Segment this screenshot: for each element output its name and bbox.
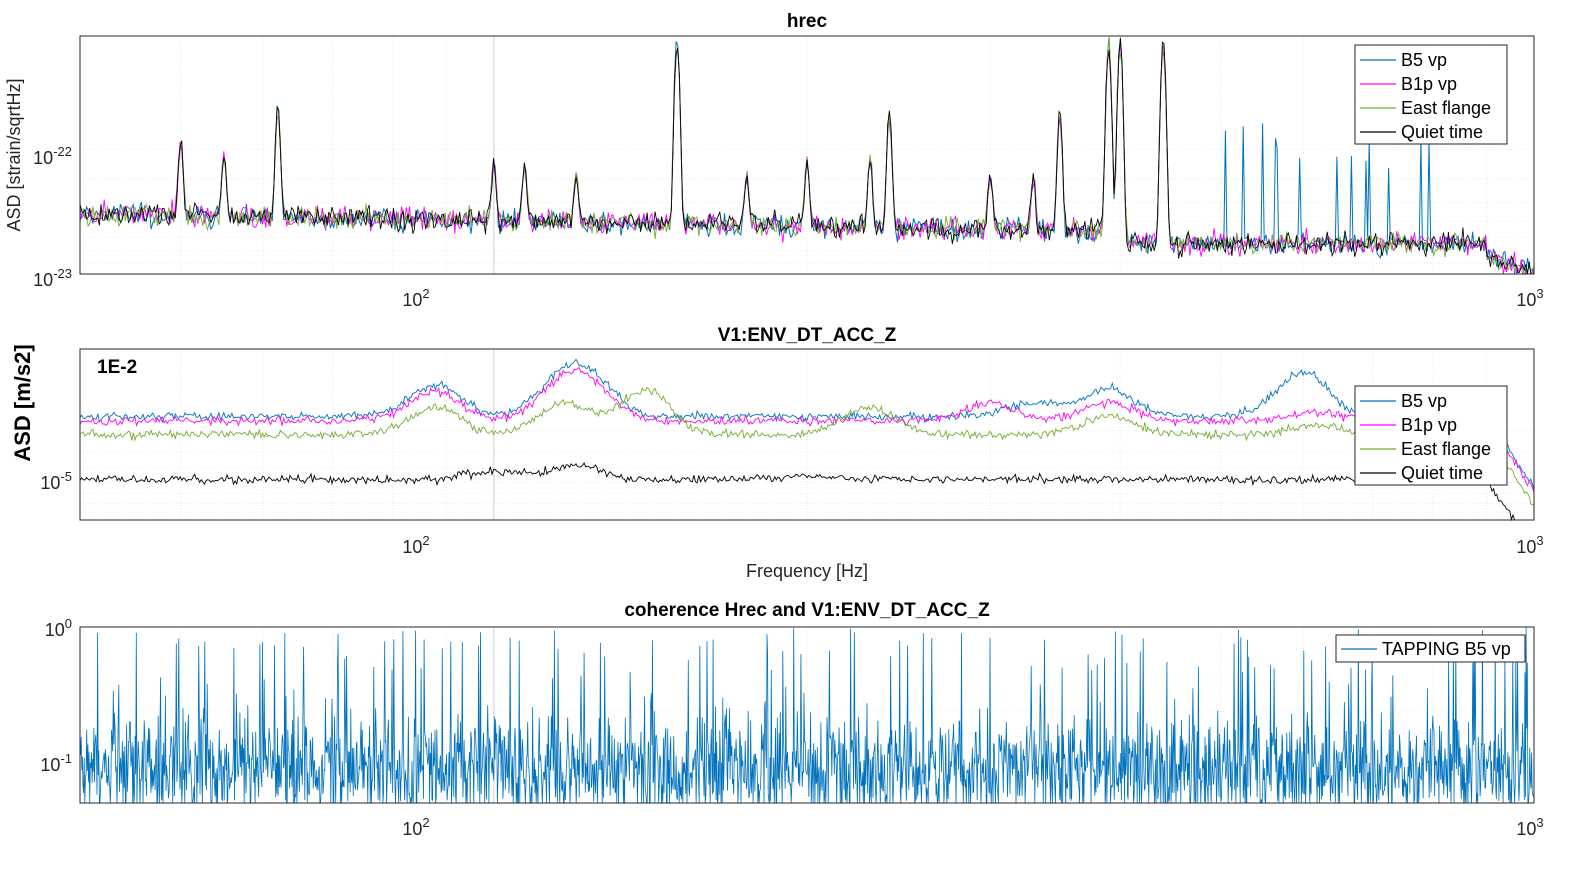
series-line bbox=[79, 36, 1535, 276]
legend-label: East flange bbox=[1401, 439, 1491, 459]
legend-label: B5 vp bbox=[1401, 50, 1447, 70]
legend: TAPPING B5 vp bbox=[1335, 634, 1526, 663]
series-line bbox=[79, 358, 1535, 490]
plot-area bbox=[79, 358, 1535, 522]
legend-label: B5 vp bbox=[1401, 391, 1447, 411]
y-tick-label: 100 bbox=[45, 616, 72, 640]
plot-area bbox=[79, 36, 1535, 276]
x-tick-label: 102 bbox=[402, 533, 429, 557]
chart-title: hrec bbox=[787, 11, 828, 32]
y-tick-label: 10-1 bbox=[40, 751, 72, 775]
axes-frame bbox=[79, 348, 1535, 521]
panel-coherence: coherence Hrec and V1:ENV_DT_ACC_Z 102 1… bbox=[40, 600, 1543, 839]
chart-title: V1:ENV_DT_ACC_Z bbox=[718, 325, 897, 346]
x-axis-label: Frequency [Hz] bbox=[746, 561, 868, 581]
y-tick-label: 10-5 bbox=[40, 469, 72, 493]
grid bbox=[80, 36, 1534, 274]
plot-area bbox=[79, 627, 1535, 805]
legend-label: B1p vp bbox=[1401, 74, 1457, 94]
y-tick-label: 10-23 bbox=[33, 266, 72, 290]
axes-frame bbox=[79, 35, 1535, 275]
series-line bbox=[79, 366, 1535, 493]
series-line bbox=[79, 462, 1534, 522]
legend: B5 vp B1p vp East flange Quiet time bbox=[1354, 44, 1508, 145]
x-tick-label: 102 bbox=[402, 815, 429, 839]
legend-label: Quiet time bbox=[1401, 122, 1483, 142]
legend-label: B1p vp bbox=[1401, 415, 1457, 435]
scale-annotation: 1E-2 bbox=[97, 357, 137, 378]
series-line bbox=[79, 627, 1535, 805]
y-tick-label: 10-22 bbox=[33, 144, 72, 168]
panel-hrec: hrec ASD [strain/sqrtHz] 102 103 10-23 1… bbox=[4, 11, 1544, 310]
legend-label: Quiet time bbox=[1401, 463, 1483, 483]
legend-label: TAPPING B5 vp bbox=[1382, 639, 1511, 659]
x-tick-label: 103 bbox=[1516, 815, 1543, 839]
x-tick-label: 103 bbox=[1516, 286, 1543, 310]
x-tick-label: 103 bbox=[1516, 533, 1543, 557]
axes-frame bbox=[79, 626, 1535, 804]
y-axis-label: ASD [strain/sqrtHz] bbox=[4, 78, 24, 231]
panel-accelerometer: V1:ENV_DT_ACC_Z 1E-2 ASD [m/s2] 102 103 … bbox=[10, 325, 1544, 581]
chart-title: coherence Hrec and V1:ENV_DT_ACC_Z bbox=[624, 600, 990, 621]
y-axis-label: ASD [m/s2] bbox=[10, 344, 35, 461]
legend: B5 vp B1p vp East flange Quiet time bbox=[1354, 385, 1508, 486]
legend-label: East flange bbox=[1401, 98, 1491, 118]
x-tick-label: 102 bbox=[402, 286, 429, 310]
series-line bbox=[79, 37, 1535, 275]
series-line bbox=[79, 386, 1535, 507]
